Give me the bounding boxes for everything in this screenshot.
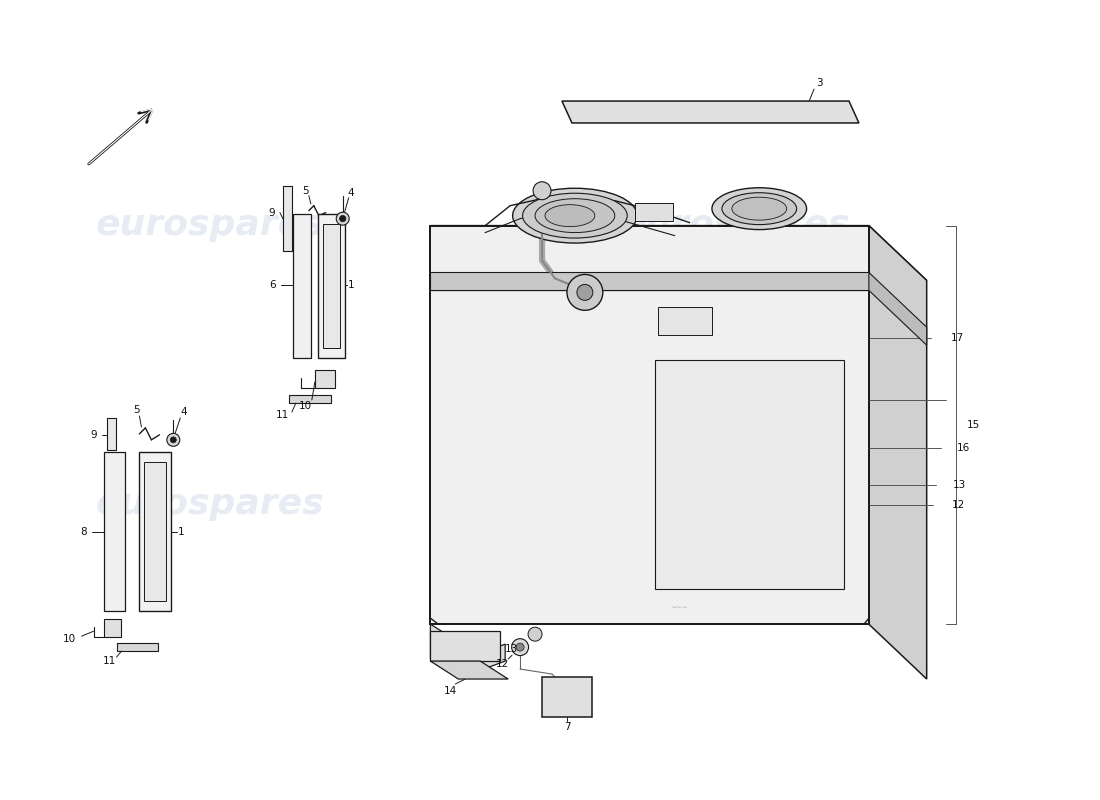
Text: 9: 9 [268, 208, 275, 218]
Text: 8: 8 [80, 526, 87, 537]
Text: 10: 10 [299, 401, 312, 411]
Text: 14: 14 [443, 686, 456, 696]
Bar [103, 452, 125, 611]
Ellipse shape [513, 188, 637, 243]
Text: 11: 11 [276, 410, 289, 420]
Bar [283, 186, 292, 250]
Bar [542, 677, 592, 717]
Text: eurospares: eurospares [96, 208, 324, 242]
Text: 5: 5 [133, 405, 140, 415]
Ellipse shape [712, 188, 806, 230]
Text: 1: 1 [348, 280, 354, 290]
Ellipse shape [522, 194, 627, 238]
Circle shape [340, 215, 345, 222]
Bar [107, 418, 116, 450]
Polygon shape [430, 226, 926, 281]
Text: 16: 16 [957, 443, 970, 453]
Ellipse shape [732, 198, 786, 220]
Circle shape [528, 627, 542, 641]
Bar [140, 452, 172, 611]
Text: 9: 9 [90, 430, 97, 440]
Bar [658, 307, 713, 335]
Bar [430, 273, 869, 290]
Polygon shape [562, 101, 859, 123]
Text: eurospares: eurospares [621, 486, 850, 521]
Text: 4: 4 [348, 188, 354, 198]
Circle shape [534, 182, 551, 200]
Ellipse shape [722, 193, 796, 225]
Bar [289, 395, 331, 403]
Bar [144, 462, 166, 602]
Polygon shape [430, 661, 508, 679]
Text: 13: 13 [505, 644, 518, 654]
Text: 7: 7 [563, 722, 570, 732]
Polygon shape [869, 273, 926, 345]
Text: ∼∼∼: ∼∼∼ [671, 604, 689, 610]
Ellipse shape [535, 198, 615, 233]
Text: 17: 17 [950, 334, 964, 343]
Text: 5: 5 [302, 186, 309, 196]
Circle shape [576, 285, 593, 300]
Bar [318, 214, 344, 358]
Polygon shape [430, 226, 869, 624]
Bar [315, 370, 334, 388]
Circle shape [512, 638, 529, 656]
Text: 12: 12 [495, 659, 509, 669]
Text: 4: 4 [180, 407, 187, 417]
Text: 6: 6 [270, 280, 276, 290]
Text: 10: 10 [63, 634, 76, 644]
Bar [117, 643, 158, 651]
Polygon shape [430, 624, 505, 671]
Bar [654, 360, 844, 590]
Text: 1: 1 [178, 526, 185, 537]
Text: 11: 11 [103, 656, 117, 666]
Text: eurospares: eurospares [96, 486, 324, 521]
Bar [635, 202, 672, 221]
Text: 13: 13 [953, 480, 966, 490]
Bar [430, 631, 500, 661]
Text: 15: 15 [967, 420, 980, 430]
Circle shape [167, 434, 179, 446]
Bar [322, 224, 340, 348]
Circle shape [516, 643, 524, 651]
Circle shape [170, 437, 176, 443]
Polygon shape [869, 226, 926, 679]
Text: eurospares: eurospares [621, 208, 850, 242]
Ellipse shape [544, 205, 595, 226]
Circle shape [566, 274, 603, 310]
Text: 12: 12 [952, 500, 965, 510]
Bar [103, 619, 121, 637]
Bar [293, 214, 311, 358]
Circle shape [337, 212, 349, 225]
Text: 3: 3 [816, 78, 823, 88]
